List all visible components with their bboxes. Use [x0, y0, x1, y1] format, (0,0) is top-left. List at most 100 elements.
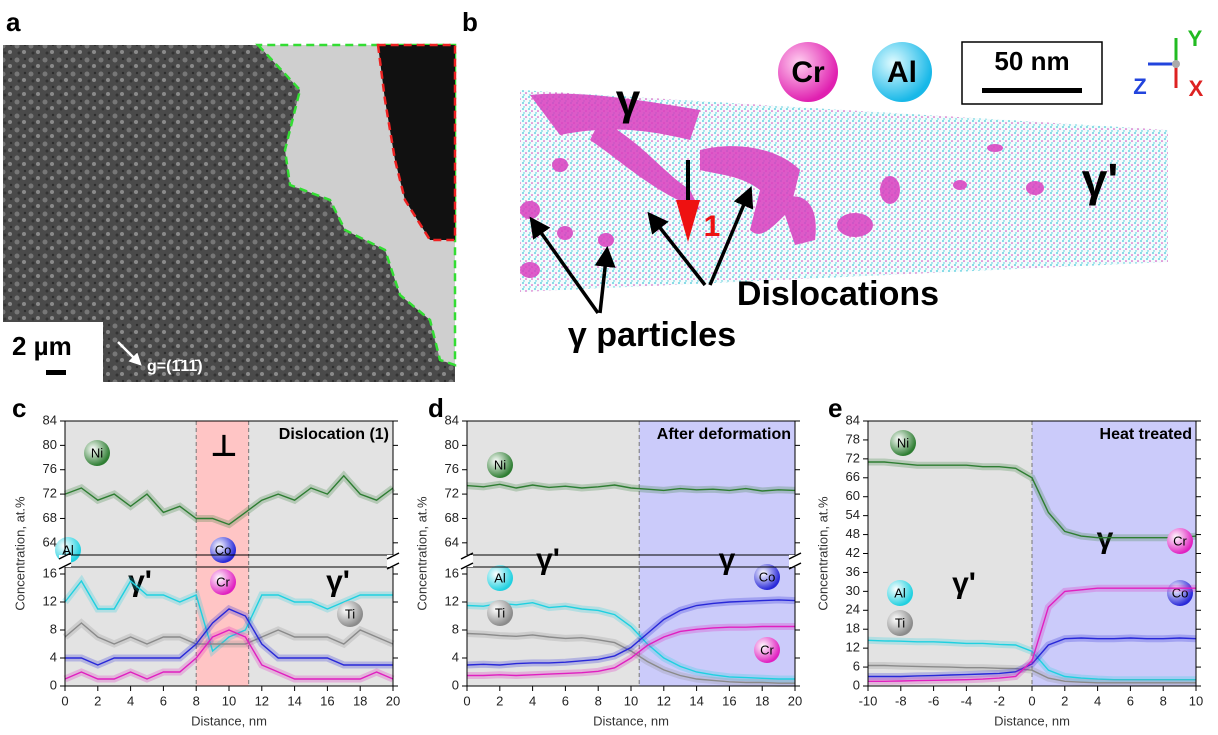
legend-label: Cr — [760, 642, 774, 657]
y-tick-label: 68 — [445, 510, 459, 525]
x-tick-label: 4 — [1094, 693, 1101, 708]
y-axis-title: Concentration, at.% — [12, 496, 27, 611]
region-label: γ' — [952, 567, 976, 600]
x-tick-label: -8 — [895, 693, 907, 708]
y-tick-label: 42 — [846, 545, 860, 560]
x-tick-label: 20 — [386, 693, 400, 708]
y-tick-label: 8 — [452, 621, 459, 636]
y-tick-label: 30 — [846, 583, 860, 598]
region — [65, 421, 196, 686]
region-label: ⊥ — [210, 430, 237, 463]
y-tick-label: 12 — [445, 593, 459, 608]
legend-label: Ni — [91, 445, 103, 460]
y-tick-label: 66 — [846, 469, 860, 484]
x-tick-label: 10 — [1189, 693, 1203, 708]
panel-label: b — [462, 7, 478, 37]
y-tick-label: 72 — [43, 486, 57, 501]
panel-label: e — [828, 393, 842, 423]
region-label: γ' — [326, 565, 350, 598]
y-tick-label: 64 — [43, 534, 57, 549]
legend-label: Al — [494, 570, 506, 585]
x-tick-label: -2 — [993, 693, 1005, 708]
species-label: Al — [887, 56, 917, 89]
legend-label: Ti — [495, 605, 505, 620]
x-tick-label: 6 — [160, 693, 167, 708]
x-tick-label: 16 — [722, 693, 736, 708]
y-tick-label: 36 — [846, 564, 860, 579]
x-tick-label: 14 — [287, 693, 301, 708]
x-tick-label: 20 — [788, 693, 802, 708]
y-tick-label: 54 — [846, 507, 860, 522]
x-tick-label: 2 — [94, 693, 101, 708]
panel-b: b Cr Al 50 nm Y Z X γ γ' 1 — [462, 7, 1204, 354]
particles-label: γ particles — [568, 316, 736, 354]
scale-label: 2 µm — [12, 331, 72, 361]
x-tick-label: 4 — [529, 693, 536, 708]
y-tick-label: 60 — [846, 488, 860, 503]
y-tick-label: 76 — [43, 461, 57, 476]
y-tick-label: 6 — [853, 659, 860, 674]
x-tick-label: 0 — [61, 693, 68, 708]
x-tick-label: 8 — [193, 693, 200, 708]
chart-title: After deformation — [657, 426, 791, 443]
scale-bar — [46, 370, 66, 375]
scale-label: 50 nm — [994, 46, 1069, 76]
legend-label: Al — [894, 585, 906, 600]
x-tick-label: 18 — [755, 693, 769, 708]
figure: 2 µm g=(1̄11̄) a b Cr Al 50 nm Y — [0, 0, 1218, 735]
x-tick-label: 8 — [595, 693, 602, 708]
scale-bar — [982, 88, 1082, 93]
legend-label: Ni — [897, 435, 909, 450]
y-tick-label: 80 — [445, 437, 459, 452]
y-tick-label: 12 — [43, 593, 57, 608]
x-tick-label: -10 — [859, 693, 878, 708]
legend-label: Cr — [1173, 533, 1187, 548]
dislocations-label: Dislocations — [737, 275, 939, 313]
g-vector: g=(1̄11̄) — [147, 358, 203, 375]
axis-label: Z — [1133, 74, 1146, 99]
x-tick-label: 18 — [353, 693, 367, 708]
y-axis-title: Concentration, at.% — [815, 496, 830, 611]
legend-label: Ti — [345, 606, 355, 621]
y-tick-label: 0 — [452, 677, 459, 692]
x-tick-label: 6 — [1127, 693, 1134, 708]
y-axis-title: Concentration, at.% — [414, 496, 429, 611]
x-tick-label: 8 — [1160, 693, 1167, 708]
x-tick-label: 2 — [496, 693, 503, 708]
y-tick-label: 4 — [452, 649, 459, 664]
chart-title: Heat treated — [1100, 426, 1192, 443]
y-tick-label: 76 — [445, 461, 459, 476]
y-tick-label: 0 — [50, 677, 57, 692]
panel-label: c — [12, 393, 26, 423]
x-tick-label: -4 — [961, 693, 973, 708]
x-tick-label: 4 — [127, 693, 134, 708]
region — [1032, 421, 1196, 686]
x-tick-label: 2 — [1061, 693, 1068, 708]
y-tick-label: 12 — [846, 640, 860, 655]
y-tick-label: 80 — [43, 437, 57, 452]
y-tick-label: 84 — [43, 412, 57, 427]
y-tick-label: 16 — [43, 565, 57, 580]
axis-label: Y — [1188, 26, 1203, 51]
legend-label: Ni — [494, 457, 506, 472]
x-axis-title: Distance, nm — [593, 713, 669, 728]
chart-title: Dislocation (1) — [279, 426, 389, 443]
y-tick-label: 48 — [846, 526, 860, 541]
region — [249, 421, 393, 686]
x-tick-label: 6 — [562, 693, 569, 708]
y-tick-label: 4 — [50, 649, 57, 664]
x-tick-label: 10 — [624, 693, 638, 708]
y-tick-label: 24 — [846, 602, 860, 617]
legend-label: Co — [759, 569, 776, 584]
x-tick-label: 10 — [222, 693, 236, 708]
region-label: γ' — [536, 543, 560, 576]
y-tick-label: 72 — [846, 450, 860, 465]
x-tick-label: -6 — [928, 693, 940, 708]
profile-marker: 1 — [704, 210, 721, 243]
region-label: γ — [719, 543, 736, 576]
x-tick-label: 14 — [689, 693, 703, 708]
panel-label: d — [428, 393, 444, 423]
x-tick-label: 0 — [1028, 693, 1035, 708]
axis-origin — [1172, 60, 1180, 68]
y-tick-label: 78 — [846, 431, 860, 446]
